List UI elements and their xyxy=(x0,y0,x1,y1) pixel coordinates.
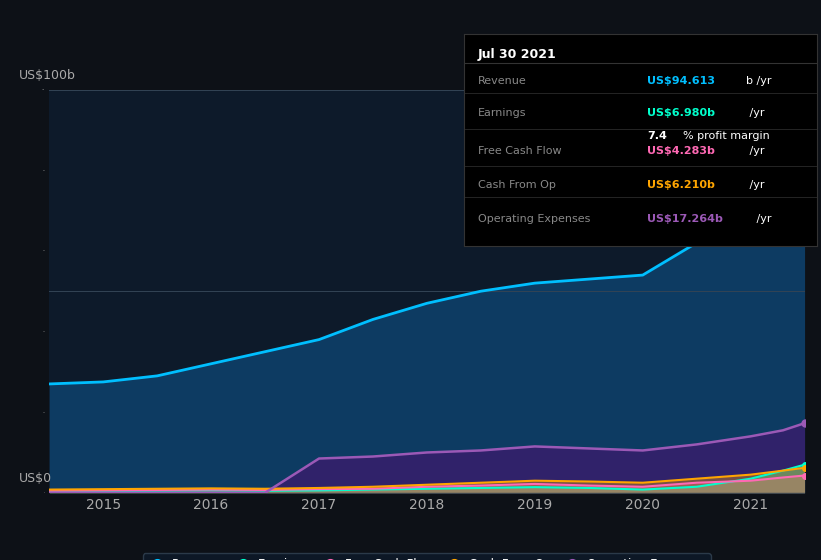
Text: % profit margin: % profit margin xyxy=(683,132,769,142)
Text: Free Cash Flow: Free Cash Flow xyxy=(478,146,562,156)
Text: /yr: /yr xyxy=(746,146,765,156)
Text: US$4.283b: US$4.283b xyxy=(648,146,715,156)
Text: US$94.613: US$94.613 xyxy=(648,76,715,86)
Text: Earnings: Earnings xyxy=(478,108,526,118)
Text: Jul 30 2021: Jul 30 2021 xyxy=(478,49,557,62)
Text: US$17.264b: US$17.264b xyxy=(648,214,723,225)
Text: US$0: US$0 xyxy=(19,472,53,485)
Legend: Revenue, Earnings, Free Cash Flow, Cash From Op, Operating Expenses: Revenue, Earnings, Free Cash Flow, Cash … xyxy=(143,553,711,560)
Text: b /yr: b /yr xyxy=(746,76,772,86)
Text: /yr: /yr xyxy=(746,108,765,118)
Text: US$100b: US$100b xyxy=(19,68,76,82)
Text: 7.4: 7.4 xyxy=(648,132,667,142)
Text: US$6.210b: US$6.210b xyxy=(648,180,715,190)
Text: US$6.980b: US$6.980b xyxy=(648,108,715,118)
Text: Operating Expenses: Operating Expenses xyxy=(478,214,590,225)
Text: /yr: /yr xyxy=(754,214,772,225)
Text: Cash From Op: Cash From Op xyxy=(478,180,556,190)
Text: /yr: /yr xyxy=(746,180,765,190)
Text: Revenue: Revenue xyxy=(478,76,527,86)
